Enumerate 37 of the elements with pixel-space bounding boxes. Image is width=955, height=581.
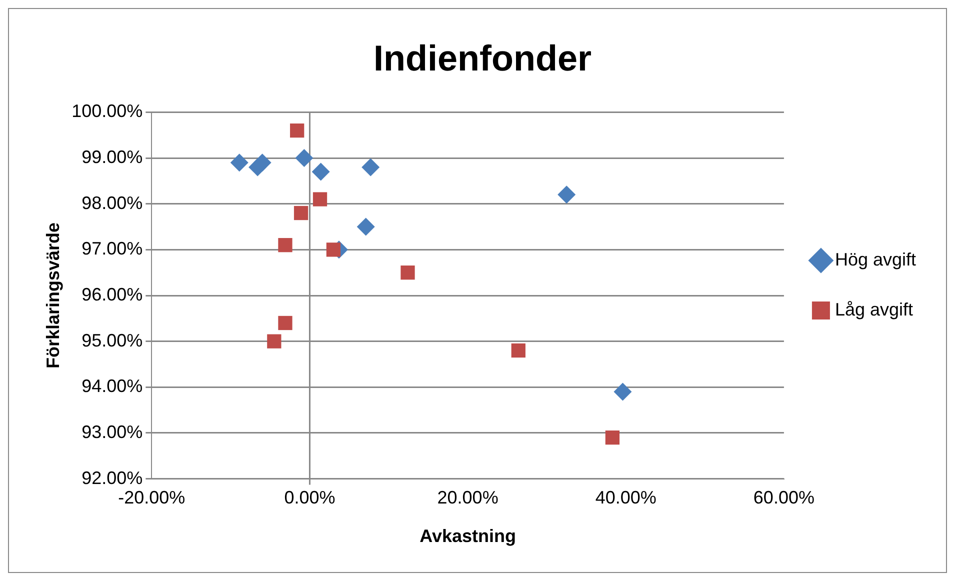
point bbox=[511, 343, 526, 358]
y-tick-label: 99.00% bbox=[82, 146, 143, 167]
point bbox=[356, 218, 375, 236]
y-tick-label: 93.00% bbox=[82, 422, 143, 442]
x-tick-label: 20.00% bbox=[437, 488, 498, 508]
y-tick-label: 94.00% bbox=[82, 376, 143, 396]
x-axis-title: Avkastning bbox=[420, 526, 516, 546]
point bbox=[326, 242, 341, 257]
y-tick-label: 95.00% bbox=[82, 330, 143, 350]
legend-label: Låg avgift bbox=[834, 299, 914, 320]
y-tick-label: 100.00% bbox=[72, 101, 143, 122]
point bbox=[605, 430, 620, 445]
point bbox=[267, 334, 282, 348]
x-tick-label: 60.00% bbox=[753, 488, 814, 508]
point bbox=[558, 186, 576, 204]
x-tick-label: -20.00% bbox=[118, 488, 186, 508]
y-tick-label: 96.00% bbox=[82, 284, 143, 304]
x-tick-label: 40.00% bbox=[595, 488, 656, 508]
y-tick-label: 97.00% bbox=[82, 238, 143, 259]
chart-title: Indienfonder bbox=[374, 38, 592, 79]
point bbox=[400, 266, 415, 280]
x-tick-label: 0.00% bbox=[284, 488, 336, 508]
point bbox=[253, 154, 272, 172]
point bbox=[294, 206, 308, 220]
y-tick-label: 92.00% bbox=[82, 468, 143, 488]
point bbox=[278, 238, 292, 252]
y-axis-title: Förklaringsvärde bbox=[42, 222, 63, 369]
point bbox=[362, 158, 380, 176]
point bbox=[230, 154, 248, 172]
point bbox=[312, 192, 328, 206]
point bbox=[614, 382, 632, 401]
point bbox=[312, 162, 330, 181]
y-tick-label: 98.00% bbox=[82, 192, 143, 213]
point bbox=[290, 123, 304, 138]
point bbox=[278, 316, 292, 330]
legend-label: Hög avgift bbox=[834, 249, 916, 270]
point bbox=[295, 149, 314, 168]
